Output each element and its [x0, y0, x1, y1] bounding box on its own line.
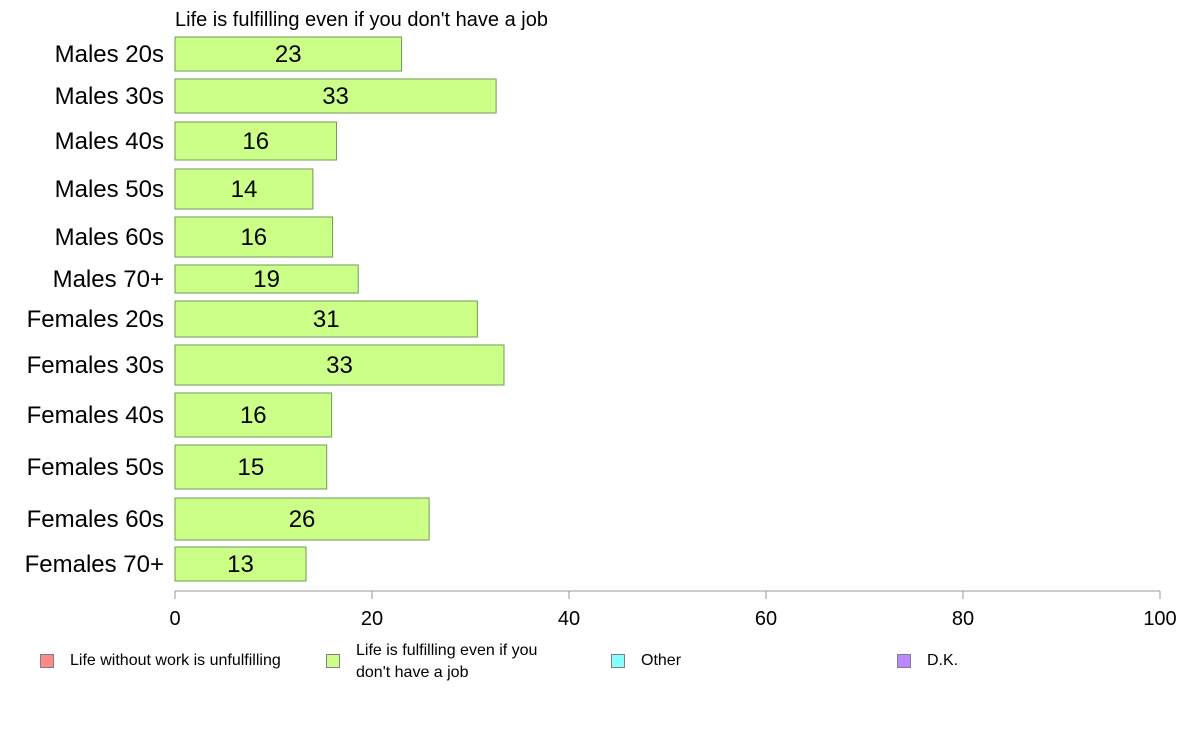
x-axis: 0 20 40 60 80 100 — [169, 590, 1177, 630]
bar — [174, 264, 359, 294]
bar-chart-svg: Life is fulfilling even if you don't hav… — [25, 9, 1177, 630]
legend-label-unfulfilling: Life without work is unfulfilling — [70, 652, 281, 669]
bar-value-label: 16 — [242, 128, 269, 155]
bar-value-label: 23 — [275, 41, 302, 68]
legend-swatch-other — [611, 654, 625, 668]
category-label: Males 20s — [55, 41, 164, 68]
legend-label-fulfilling: Life is fulfilling even if you don't hav… — [356, 642, 538, 681]
bar-value-label: 16 — [240, 224, 267, 251]
legend-item-dk: D.K. — [897, 640, 958, 672]
bar — [174, 546, 307, 582]
bar-value-label: 31 — [313, 306, 340, 333]
bar — [174, 392, 333, 438]
x-tick-label: 100 — [1143, 608, 1176, 630]
legend-item-unfulfilling: Life without work is unfulfilling — [40, 640, 281, 672]
bars-layer: Males 20s 23 Males 30s 33 Males 40s 16 Males 5… — [25, 36, 505, 582]
bar-value-label: 15 — [237, 454, 264, 481]
legend-label-other: Other — [641, 652, 682, 669]
bar — [174, 344, 505, 386]
bar-value-label: 16 — [240, 402, 267, 429]
bar — [174, 36, 403, 72]
x-tick-label: 80 — [952, 608, 974, 630]
x-tick-label: 20 — [361, 608, 383, 630]
bar — [174, 444, 328, 490]
legend-item-other: Other — [611, 640, 681, 672]
bar — [174, 216, 334, 258]
bar-value-label: 14 — [231, 176, 258, 203]
legend-swatch-dk — [897, 654, 911, 668]
category-label: Females 20s — [27, 306, 164, 333]
category-label: Females 60s — [27, 506, 164, 533]
legend-item-fulfilling: Life is fulfilling even if you don't hav… — [326, 640, 556, 684]
x-tick-label: 0 — [169, 608, 180, 630]
bar-value-label: 33 — [322, 83, 349, 110]
bar-value-label: 33 — [326, 352, 353, 379]
category-label: Females 70+ — [25, 551, 164, 578]
category-label: Males 60s — [55, 224, 164, 251]
category-label: Females 50s — [27, 454, 164, 481]
bar — [174, 497, 430, 541]
bar-value-label: 19 — [253, 266, 280, 293]
x-tick-label: 60 — [755, 608, 777, 630]
bar — [174, 121, 338, 161]
bar — [174, 300, 478, 338]
x-tick-label: 40 — [558, 608, 580, 630]
category-label: Males 30s — [55, 83, 164, 110]
bar-value-label: 13 — [227, 551, 254, 578]
category-label: Males 70+ — [53, 266, 164, 293]
category-label: Males 40s — [55, 128, 164, 155]
bar — [174, 78, 497, 114]
bar-value-label: 26 — [289, 506, 316, 533]
category-label: Females 30s — [27, 352, 164, 379]
bar — [174, 168, 314, 210]
legend-swatch-fulfilling — [326, 654, 340, 668]
legend: Life without work is unfulfilling Life i… — [0, 640, 1188, 690]
legend-swatch-unfulfilling — [40, 654, 54, 668]
category-label: Females 40s — [27, 402, 164, 429]
category-label: Males 50s — [55, 176, 164, 203]
chart-title: Life is fulfilling even if you don't hav… — [175, 9, 548, 31]
legend-label-dk: D.K. — [927, 652, 959, 669]
